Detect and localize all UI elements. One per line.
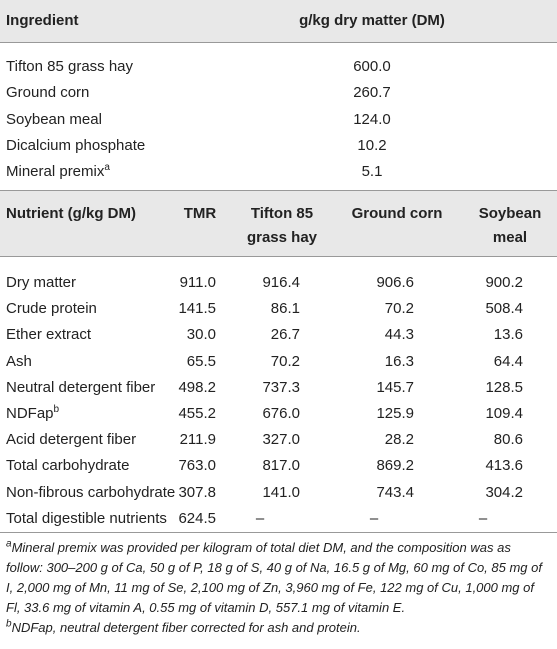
table-cell: – [369, 509, 379, 527]
table-cell: TMR [183, 205, 217, 222]
table-cell: 64.4 [493, 352, 523, 370]
header-band [0, 0, 557, 42]
table-cell: Ground corn [6, 84, 90, 102]
table-cell: Total digestible nutrients [6, 509, 167, 527]
footnote-marker: b [6, 618, 12, 630]
table-cell: Dicalcium phosphate [6, 136, 146, 154]
table-cell: 900.2 [485, 274, 523, 291]
table-cell: Ingredient [6, 12, 79, 29]
rule [0, 532, 557, 533]
table-cell: Ether extract [6, 326, 92, 344]
table-cell: 80.6 [493, 431, 523, 449]
table-cell: 916.4 [262, 274, 300, 291]
table-cell: – [478, 509, 488, 527]
table-cell: 5.1 [361, 163, 383, 181]
table-cell: 125.9 [376, 405, 414, 422]
table-cell: 124.0 [353, 110, 391, 128]
table-cell: g/kg dry matter (DM) [299, 12, 445, 29]
table-cell: 508.4 [485, 300, 523, 318]
table-cell: 600.0 [353, 58, 391, 75]
table-cell: 498.2 [178, 378, 216, 396]
table-cell: Total carbohydrate [6, 457, 130, 475]
cell-text: Mineral premix [6, 163, 105, 181]
table-cell: 817.0 [262, 457, 300, 475]
table-cell: 906.6 [376, 274, 414, 291]
table-cell: Non-fibrous carbohydrate [6, 483, 176, 501]
table-cell: 676.0 [262, 405, 300, 422]
table-cell: 413.6 [485, 457, 523, 475]
footnote-text: Mineral premix was provided per kilogram… [6, 540, 542, 615]
table-cell: 70.2 [270, 352, 300, 370]
table-cell: Neutral detergent fiber [6, 378, 156, 396]
table-cell: 327.0 [262, 431, 300, 449]
table-cell: 10.2 [357, 136, 387, 154]
table-cell: 260.7 [353, 84, 391, 102]
table-cell: Crude protein [6, 300, 97, 318]
table-cell: 128.5 [485, 378, 523, 396]
table-cell: Mineral premixa [6, 163, 110, 181]
table-cell: Nutrient (g/kg DM) [6, 205, 136, 222]
table-cell: 26.7 [270, 326, 300, 344]
cell-text: NDFap [6, 405, 54, 422]
table-cell: 44.3 [384, 326, 414, 344]
table-cell: 65.5 [186, 352, 216, 370]
table-cell: Tifton 85 grass hay [6, 58, 134, 75]
table-cell: 624.5 [178, 509, 216, 527]
superscript: a [104, 162, 110, 174]
footnote-text: NDFap, neutral detergent fiber corrected… [11, 620, 361, 635]
table-cell: – [255, 509, 265, 527]
table-cell: 141.0 [262, 483, 300, 501]
footnote-marker: a [6, 538, 12, 550]
table-cell: Soybean meal [478, 205, 542, 246]
rule [0, 190, 557, 191]
footnotes: aMineral premix was provided per kilogra… [6, 538, 551, 638]
table-cell: 145.7 [376, 378, 414, 396]
table-cell: 109.4 [485, 405, 523, 422]
table-cell: 307.8 [178, 483, 216, 501]
table-cell: Dry matter [6, 274, 77, 291]
table-cell: 455.2 [178, 405, 216, 422]
table-cell: Soybean meal [6, 110, 102, 128]
table-cell: 211.9 [179, 431, 216, 449]
table-cell: 28.2 [384, 431, 414, 449]
table-cell: Ground corn [351, 205, 443, 222]
table-cell: 911.0 [179, 274, 216, 291]
table-cell: 869.2 [376, 457, 414, 475]
superscript: b [53, 404, 60, 415]
table-cell: 70.2 [384, 300, 414, 318]
table-cell: Ash [6, 352, 32, 370]
footnote: bNDFap, neutral detergent fiber correcte… [6, 618, 551, 638]
header-band [0, 190, 557, 256]
table-cell: 16.3 [384, 352, 414, 370]
table-cell: NDFapb [6, 405, 59, 423]
rule [0, 256, 557, 257]
table-cell: 763.0 [178, 457, 216, 475]
table-cell: 737.3 [262, 378, 300, 396]
table-cell: Acid detergent fiber [6, 431, 137, 449]
table-cell: 86.1 [270, 300, 300, 318]
table-cell: 13.6 [493, 326, 523, 344]
table-cell: 743.4 [376, 483, 414, 501]
table-cell: 141.5 [178, 300, 216, 318]
table-cell: Tifton 85 grass hay [246, 205, 318, 246]
footnote: aMineral premix was provided per kilogra… [6, 538, 551, 618]
table-cell: 304.2 [485, 483, 523, 501]
rule [0, 42, 557, 43]
table-cell: 30.0 [186, 326, 216, 344]
